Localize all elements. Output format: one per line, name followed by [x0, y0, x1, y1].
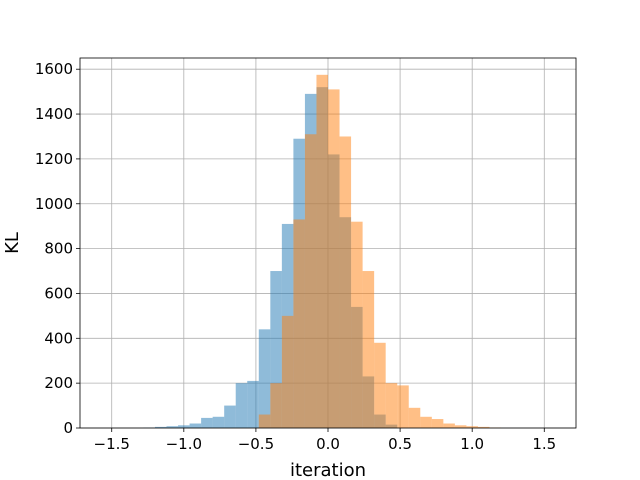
bar-series-1-bin-15 — [431, 419, 444, 428]
y-tick-label-6: 1200 — [35, 150, 73, 168]
histogram-bars — [143, 74, 502, 429]
x-tick-label-1: −1.0 — [166, 435, 202, 453]
bar-series-1-bin-10 — [374, 342, 386, 428]
bar-series-1-bin-8 — [351, 221, 363, 428]
x-tick-label-2: −0.5 — [238, 435, 274, 453]
bar-series-1-bin-3 — [293, 219, 305, 428]
bar-series-0-bin-4 — [189, 423, 202, 428]
axis-ticks: −1.5 −1.0 −0.5 0.0 0.5 1.0 1.5 0 200 400 600 800 100… — [35, 60, 556, 453]
bar-series-1-bin-11 — [385, 383, 398, 428]
bar-series-0-bin-9 — [247, 380, 259, 428]
y-tick-label-7: 1400 — [35, 105, 73, 123]
x-tick-label-0: −1.5 — [94, 435, 130, 453]
bar-series-0-bin-8 — [235, 383, 248, 428]
bar-series-1-bin-6 — [328, 89, 340, 429]
y-axis-label: KL — [2, 232, 23, 254]
bar-series-0-bin-10 — [258, 329, 271, 428]
y-tick-label-5: 1000 — [35, 195, 73, 213]
bar-series-1-bin-16 — [443, 423, 455, 428]
x-tick-label-3: 0.0 — [316, 435, 340, 453]
y-tick-label-8: 1600 — [35, 60, 73, 78]
bar-series-1-bin-9 — [362, 271, 375, 428]
bar-series-0-bin-11 — [270, 271, 282, 428]
bar-series-0-bin-3 — [178, 425, 190, 428]
bar-series-0-bin-6 — [212, 416, 225, 428]
x-tick-label-4: 0.5 — [388, 435, 412, 453]
x-tick-label-5: 1.0 — [460, 435, 484, 453]
bar-series-1-bin-0 — [258, 414, 271, 428]
x-axis-label: iteration — [290, 460, 366, 480]
bar-series-1-bin-2 — [281, 315, 294, 428]
bar-series-1-bin-1 — [270, 383, 282, 428]
bar-series-0-bin-1 — [154, 426, 167, 428]
y-tick-label-1: 200 — [44, 374, 73, 392]
y-tick-label-2: 400 — [44, 329, 73, 347]
bar-series-0-bin-5 — [201, 417, 213, 428]
bar-series-1-bin-14 — [420, 416, 432, 428]
bar-series-1-bin-5 — [316, 74, 328, 429]
bar-series-1-bin-12 — [397, 385, 409, 428]
y-tick-label-4: 800 — [44, 240, 73, 258]
bar-series-1-bin-19 — [477, 426, 490, 428]
bar-series-1-bin-17 — [454, 425, 467, 428]
y-tick-label-3: 600 — [44, 284, 73, 302]
bar-series-1-bin-4 — [304, 134, 317, 428]
bar-series-1-bin-13 — [408, 407, 421, 428]
x-tick-label-6: 1.5 — [532, 435, 556, 453]
bar-series-0-bin-7 — [224, 405, 236, 428]
y-tick-label-0: 0 — [63, 419, 73, 437]
bar-series-1-bin-7 — [339, 136, 352, 428]
bar-series-0-bin-2 — [166, 426, 179, 428]
bar-series-1-bin-18 — [466, 426, 478, 428]
